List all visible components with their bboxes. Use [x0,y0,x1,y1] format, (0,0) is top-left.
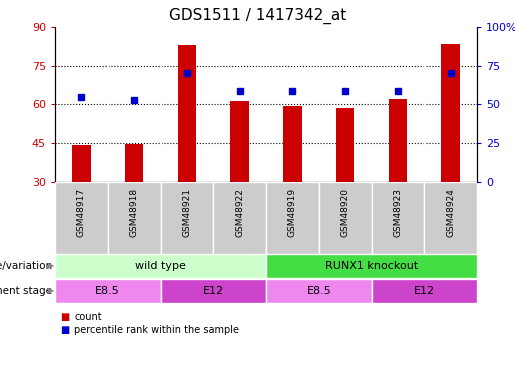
Text: GSM48919: GSM48919 [288,188,297,237]
Bar [371,182,424,254]
Bar [371,279,477,303]
Bar [213,182,266,254]
Text: genotype/variation: genotype/variation [0,261,52,271]
Bar [283,106,302,182]
Text: GSM48922: GSM48922 [235,188,244,237]
Text: GDS1511 / 1417342_at: GDS1511 / 1417342_at [169,8,346,24]
Text: wild type: wild type [135,261,186,271]
Bar [108,182,161,254]
Text: E8.5: E8.5 [306,286,331,296]
Text: percentile rank within the sample: percentile rank within the sample [75,325,239,335]
Text: E12: E12 [203,286,224,296]
Text: count: count [75,312,102,322]
Bar [266,182,319,254]
Bar [441,44,460,182]
Text: development stage: development stage [0,286,52,296]
Text: ▶: ▶ [47,286,54,296]
Text: ■: ■ [60,312,69,322]
Bar [72,144,91,182]
Bar [319,182,371,254]
Text: GSM48921: GSM48921 [182,188,192,237]
Text: GSM48924: GSM48924 [446,188,455,237]
Text: GSM48923: GSM48923 [393,188,402,237]
Bar [55,182,108,254]
Bar [161,279,266,303]
Text: ■: ■ [60,325,69,335]
Text: ▶: ▶ [47,261,54,270]
Bar [125,144,143,182]
Text: GSM48918: GSM48918 [130,188,139,237]
Text: GSM48917: GSM48917 [77,188,86,237]
Text: GSM48920: GSM48920 [340,188,350,237]
Bar [178,45,196,182]
Bar [230,100,249,182]
Bar [266,254,477,278]
Text: E8.5: E8.5 [95,286,120,296]
Bar [266,279,371,303]
Bar [55,279,161,303]
Bar [55,254,266,278]
Bar [389,99,407,182]
Bar [424,182,477,254]
Bar [336,108,354,182]
Text: RUNX1 knockout: RUNX1 knockout [325,261,418,271]
Text: E12: E12 [414,286,435,296]
Bar [161,182,213,254]
